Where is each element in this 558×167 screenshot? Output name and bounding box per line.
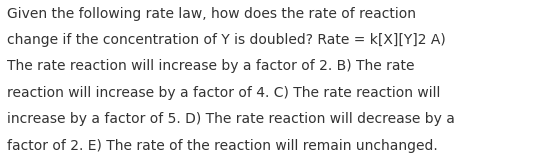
Text: reaction will increase by a factor of 4. C) The rate reaction will: reaction will increase by a factor of 4.…	[7, 86, 440, 100]
Text: factor of 2. E) The rate of the reaction will remain unchanged.: factor of 2. E) The rate of the reaction…	[7, 139, 437, 153]
Text: change if the concentration of Y is doubled? Rate = k[X][Y]2 A): change if the concentration of Y is doub…	[7, 33, 445, 47]
Text: Given the following rate law, how does the rate of reaction: Given the following rate law, how does t…	[7, 7, 416, 21]
Text: The rate reaction will increase by a factor of 2. B) The rate: The rate reaction will increase by a fac…	[7, 59, 414, 73]
Text: increase by a factor of 5. D) The rate reaction will decrease by a: increase by a factor of 5. D) The rate r…	[7, 112, 455, 126]
